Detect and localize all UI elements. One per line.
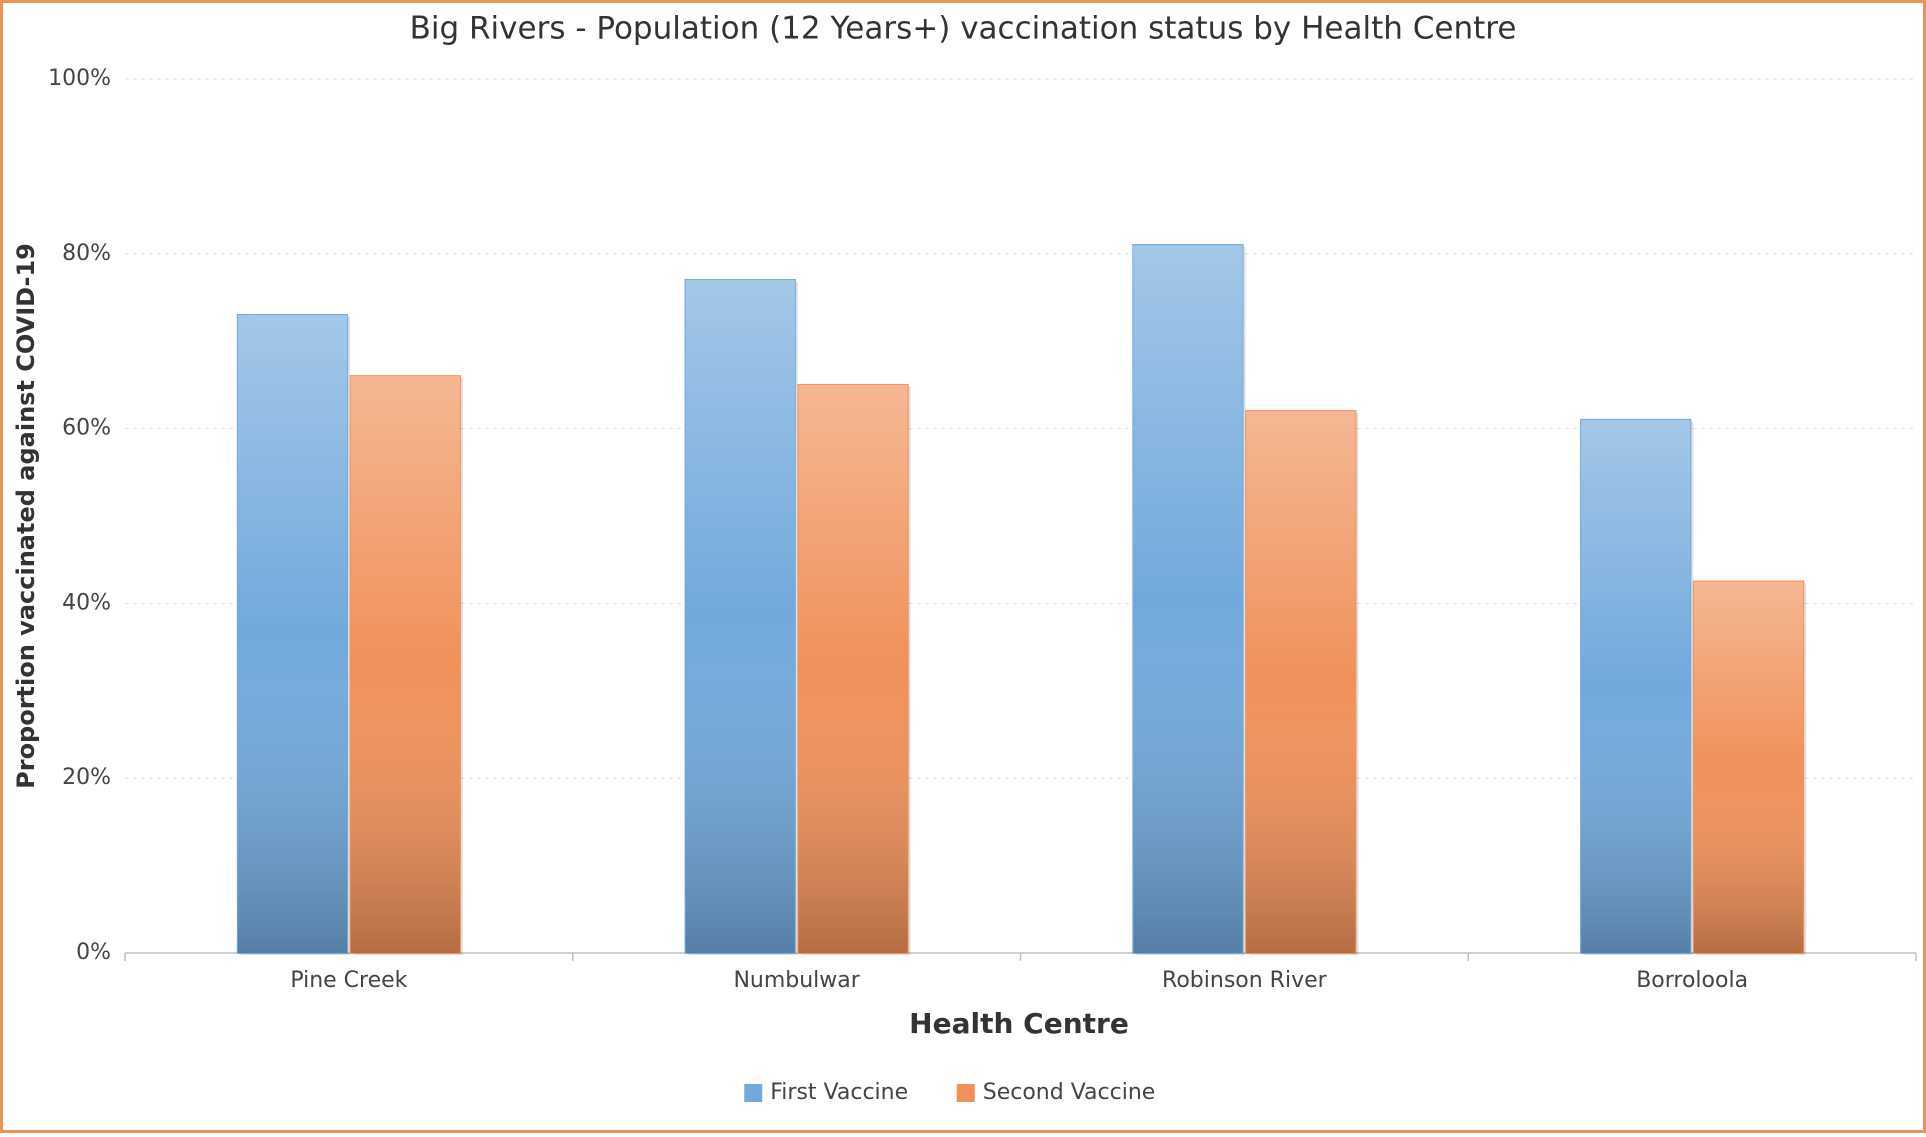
legend-swatch xyxy=(956,1084,975,1102)
chart-title: Big Rivers - Population (12 Years+) vacc… xyxy=(410,11,1517,47)
bar-shade xyxy=(685,280,795,953)
y-axis-title: Proportion vaccinated against COVID-19 xyxy=(12,243,40,789)
y-tick-label: 80% xyxy=(62,241,111,266)
y-tick-label: 0% xyxy=(76,940,111,965)
legend-label: First Vaccine xyxy=(770,1080,908,1105)
bar-shade xyxy=(1133,245,1243,953)
x-tick-label: Robinson River xyxy=(1162,968,1328,993)
x-axis-title: Health Centre xyxy=(909,1007,1129,1040)
bar-shade xyxy=(1581,419,1691,953)
bar-shade xyxy=(1246,411,1356,953)
y-tick-label: 100% xyxy=(48,66,111,91)
x-tick-label: Pine Creek xyxy=(290,968,407,993)
x-tick-label: Numbulwar xyxy=(733,968,860,993)
legend-label: Second Vaccine xyxy=(983,1080,1156,1105)
bar-shade xyxy=(1693,581,1804,953)
x-tick-label: Borroloola xyxy=(1636,968,1748,993)
y-tick-label: 40% xyxy=(62,590,111,615)
bar-shade xyxy=(237,314,348,954)
bar-shade xyxy=(350,376,460,953)
legend-swatch xyxy=(744,1084,763,1102)
y-tick-label: 20% xyxy=(62,765,111,790)
y-tick-label: 60% xyxy=(62,416,111,441)
bar-shade xyxy=(798,384,908,953)
